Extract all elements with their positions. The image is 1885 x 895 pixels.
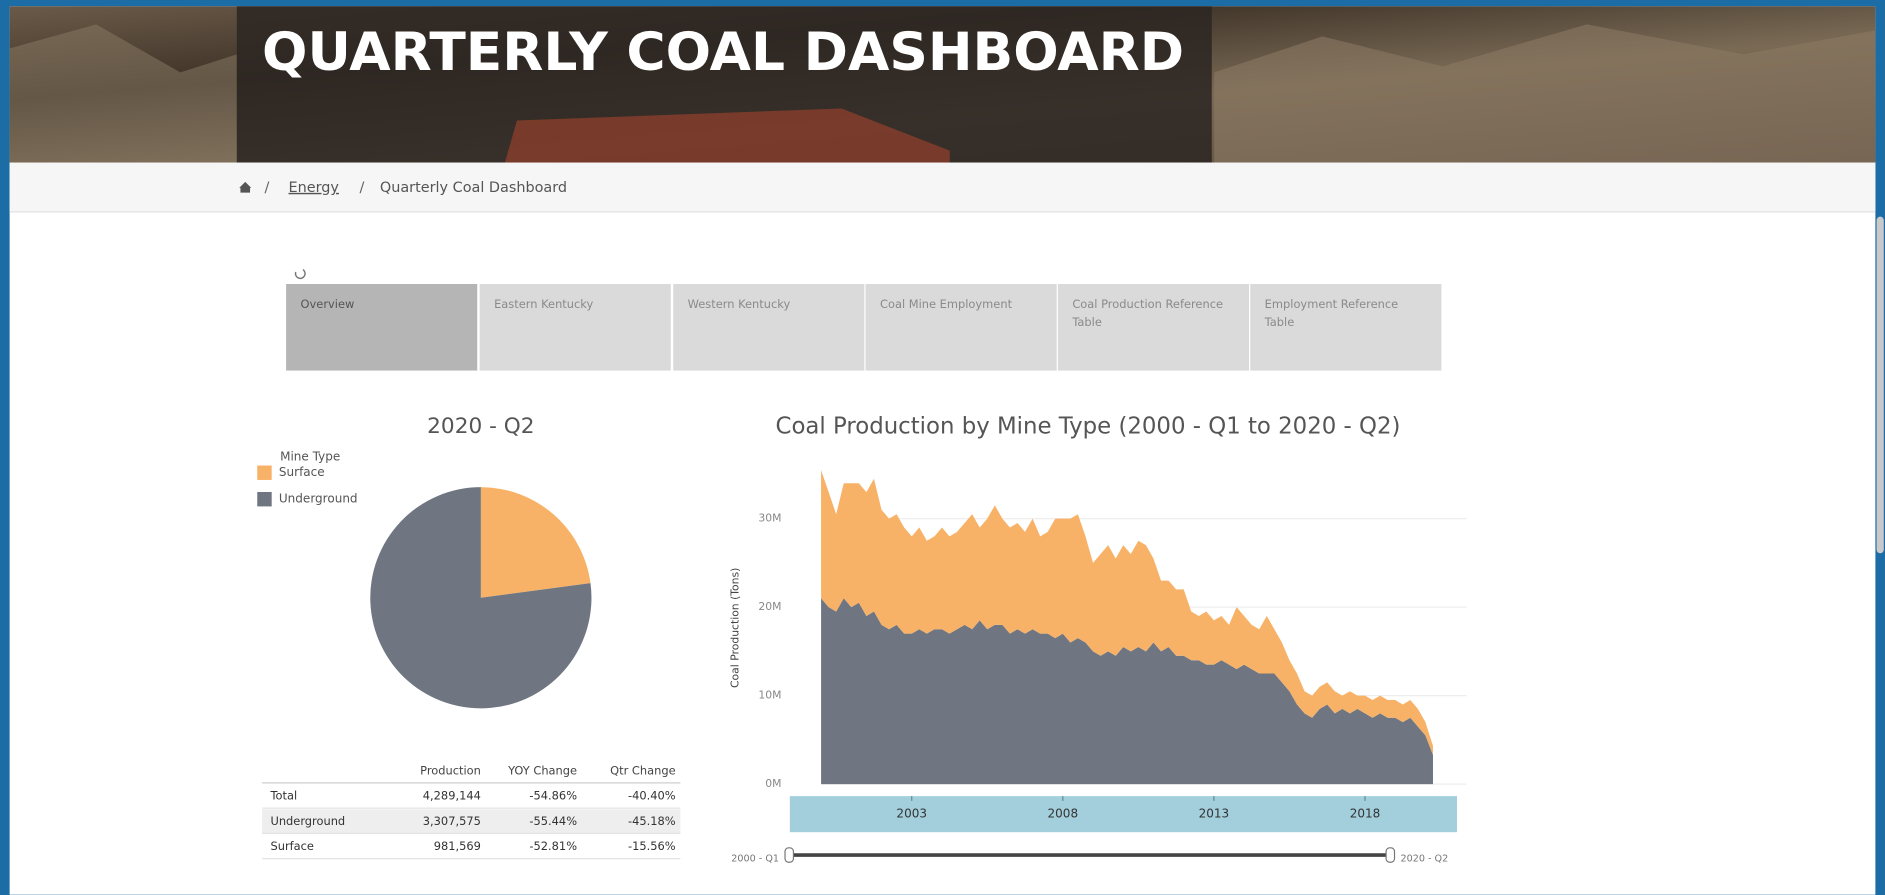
slider-handle[interactable] [1386, 848, 1394, 862]
table-cell: 3,307,575 [423, 814, 481, 828]
tab-label[interactable]: Employment Reference Table [1250, 284, 1441, 344]
scrollbar-thumb[interactable] [1877, 217, 1884, 554]
breadcrumb-separator: / [264, 180, 269, 196]
legend-label: Underground [279, 492, 358, 506]
x-tick-label: 2013 [1199, 807, 1230, 821]
table-cell: -55.44% [529, 814, 577, 828]
table-row-label: Surface [270, 839, 313, 853]
y-tick-label: 20M [758, 600, 781, 613]
table-cell: -45.18% [628, 814, 676, 828]
tab-label-box: Employment Reference Table [1250, 284, 1441, 371]
tab-label[interactable]: Overview [286, 284, 477, 326]
breadcrumb-separator: / [359, 180, 364, 196]
x-tick-label: 2003 [896, 807, 927, 821]
breadcrumb-link[interactable]: Energy [289, 180, 340, 196]
table-cell: -40.40% [628, 789, 676, 803]
pie-title: 2020 - Q2 [427, 414, 534, 439]
area-title: Coal Production by Mine Type (2000 - Q1 … [776, 414, 1401, 440]
table-cell: 981,569 [434, 839, 481, 853]
table-header: Production [420, 763, 481, 777]
slider-handle[interactable] [785, 848, 793, 862]
breadcrumb-current: Quarterly Coal Dashboard [380, 180, 567, 196]
tab-label[interactable]: Coal Mine Employment [866, 284, 1057, 326]
legend-title: Mine Type [280, 450, 340, 464]
x-tick-label: 2008 [1048, 807, 1079, 821]
tab-label[interactable]: Coal Production Reference Table [1058, 284, 1249, 344]
table-row-label: Total [269, 789, 297, 803]
tab-label-box: Coal Production Reference Table [1058, 284, 1249, 371]
table-header: Qtr Change [610, 763, 675, 777]
table-cell: -54.86% [529, 789, 577, 803]
tab-label-box: Eastern Kentucky [480, 284, 671, 371]
tab-label[interactable]: Eastern Kentucky [480, 284, 671, 326]
dashboard-screenshot: QUARTERLY COAL DASHBOARD / Energy / Quar… [0, 0, 1885, 895]
x-tick-label: 2018 [1350, 807, 1381, 821]
table-cell: -15.56% [628, 839, 676, 853]
slider-start-label: 2000 - Q1 [731, 854, 779, 865]
tab-label-box: Coal Mine Employment [866, 284, 1057, 371]
table-cell: 4,289,144 [423, 789, 481, 803]
table-cell: -52.81% [529, 839, 577, 853]
page-title: QUARTERLY COAL DASHBOARD [262, 22, 1184, 83]
slider-end-label: 2020 - Q2 [1401, 854, 1449, 865]
y-tick-label: 0M [765, 777, 781, 790]
legend-label: Surface [279, 465, 325, 479]
y-tick-label: 10M [758, 689, 781, 702]
table-header: YOY Change [507, 763, 577, 777]
table-row-label: Underground [270, 814, 345, 828]
tab-label-box: Western Kentucky [673, 284, 864, 371]
y-tick-label: 30M [758, 512, 781, 525]
y-axis-title: Coal Production (Tons) [729, 568, 742, 688]
legend-swatch [257, 492, 271, 506]
tab-label[interactable]: Western Kentucky [673, 284, 864, 326]
legend-swatch [257, 466, 271, 480]
tab-label-box: Overview [286, 284, 477, 371]
